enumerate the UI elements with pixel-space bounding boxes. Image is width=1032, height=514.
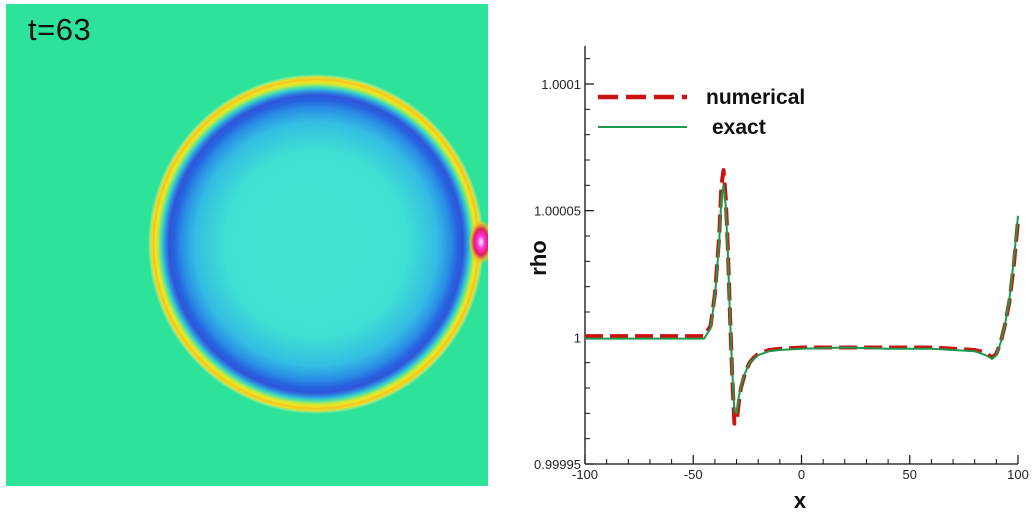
pressure-wave-ring [148,74,484,414]
y-tick-label: 1.0001 [541,77,581,92]
legend: numerical exact [598,86,805,139]
x-axis-title: x [794,488,807,513]
y-axis-title: rho [526,240,551,275]
y-tick-label: 1.00005 [534,204,581,219]
time-label: t=63 [28,12,92,47]
series-line-numerical [585,168,1020,426]
legend-label-exact: exact [712,116,766,139]
y-tick-label: 1 [574,330,581,345]
series [585,168,1020,426]
y-tick-label: 0.99995 [534,457,581,472]
x-tick-label: -50 [684,467,703,482]
chart-svg: -100 -50 0 50 100 0.99995 1 1.00005 1.0001 rho x… [526,46,1029,513]
series-line-exact [585,184,1019,415]
x-tick-label: -100 [572,467,598,482]
contour-image [6,4,488,486]
x-tick-label: 0 [798,467,805,482]
ticks: -100 -50 0 50 100 0.99995 1 1.00005 1.0001 [534,58,1029,482]
legend-label-numerical: numerical [706,86,805,109]
density-line-chart: -100 -50 0 50 100 0.99995 1 1.00005 1.0001 rho x… [500,0,1032,514]
density-contour-plot: t=63 [6,4,488,486]
wall-reflection-spot [469,220,488,264]
x-tick-label: 100 [1007,467,1029,482]
x-tick-label: 50 [903,467,917,482]
